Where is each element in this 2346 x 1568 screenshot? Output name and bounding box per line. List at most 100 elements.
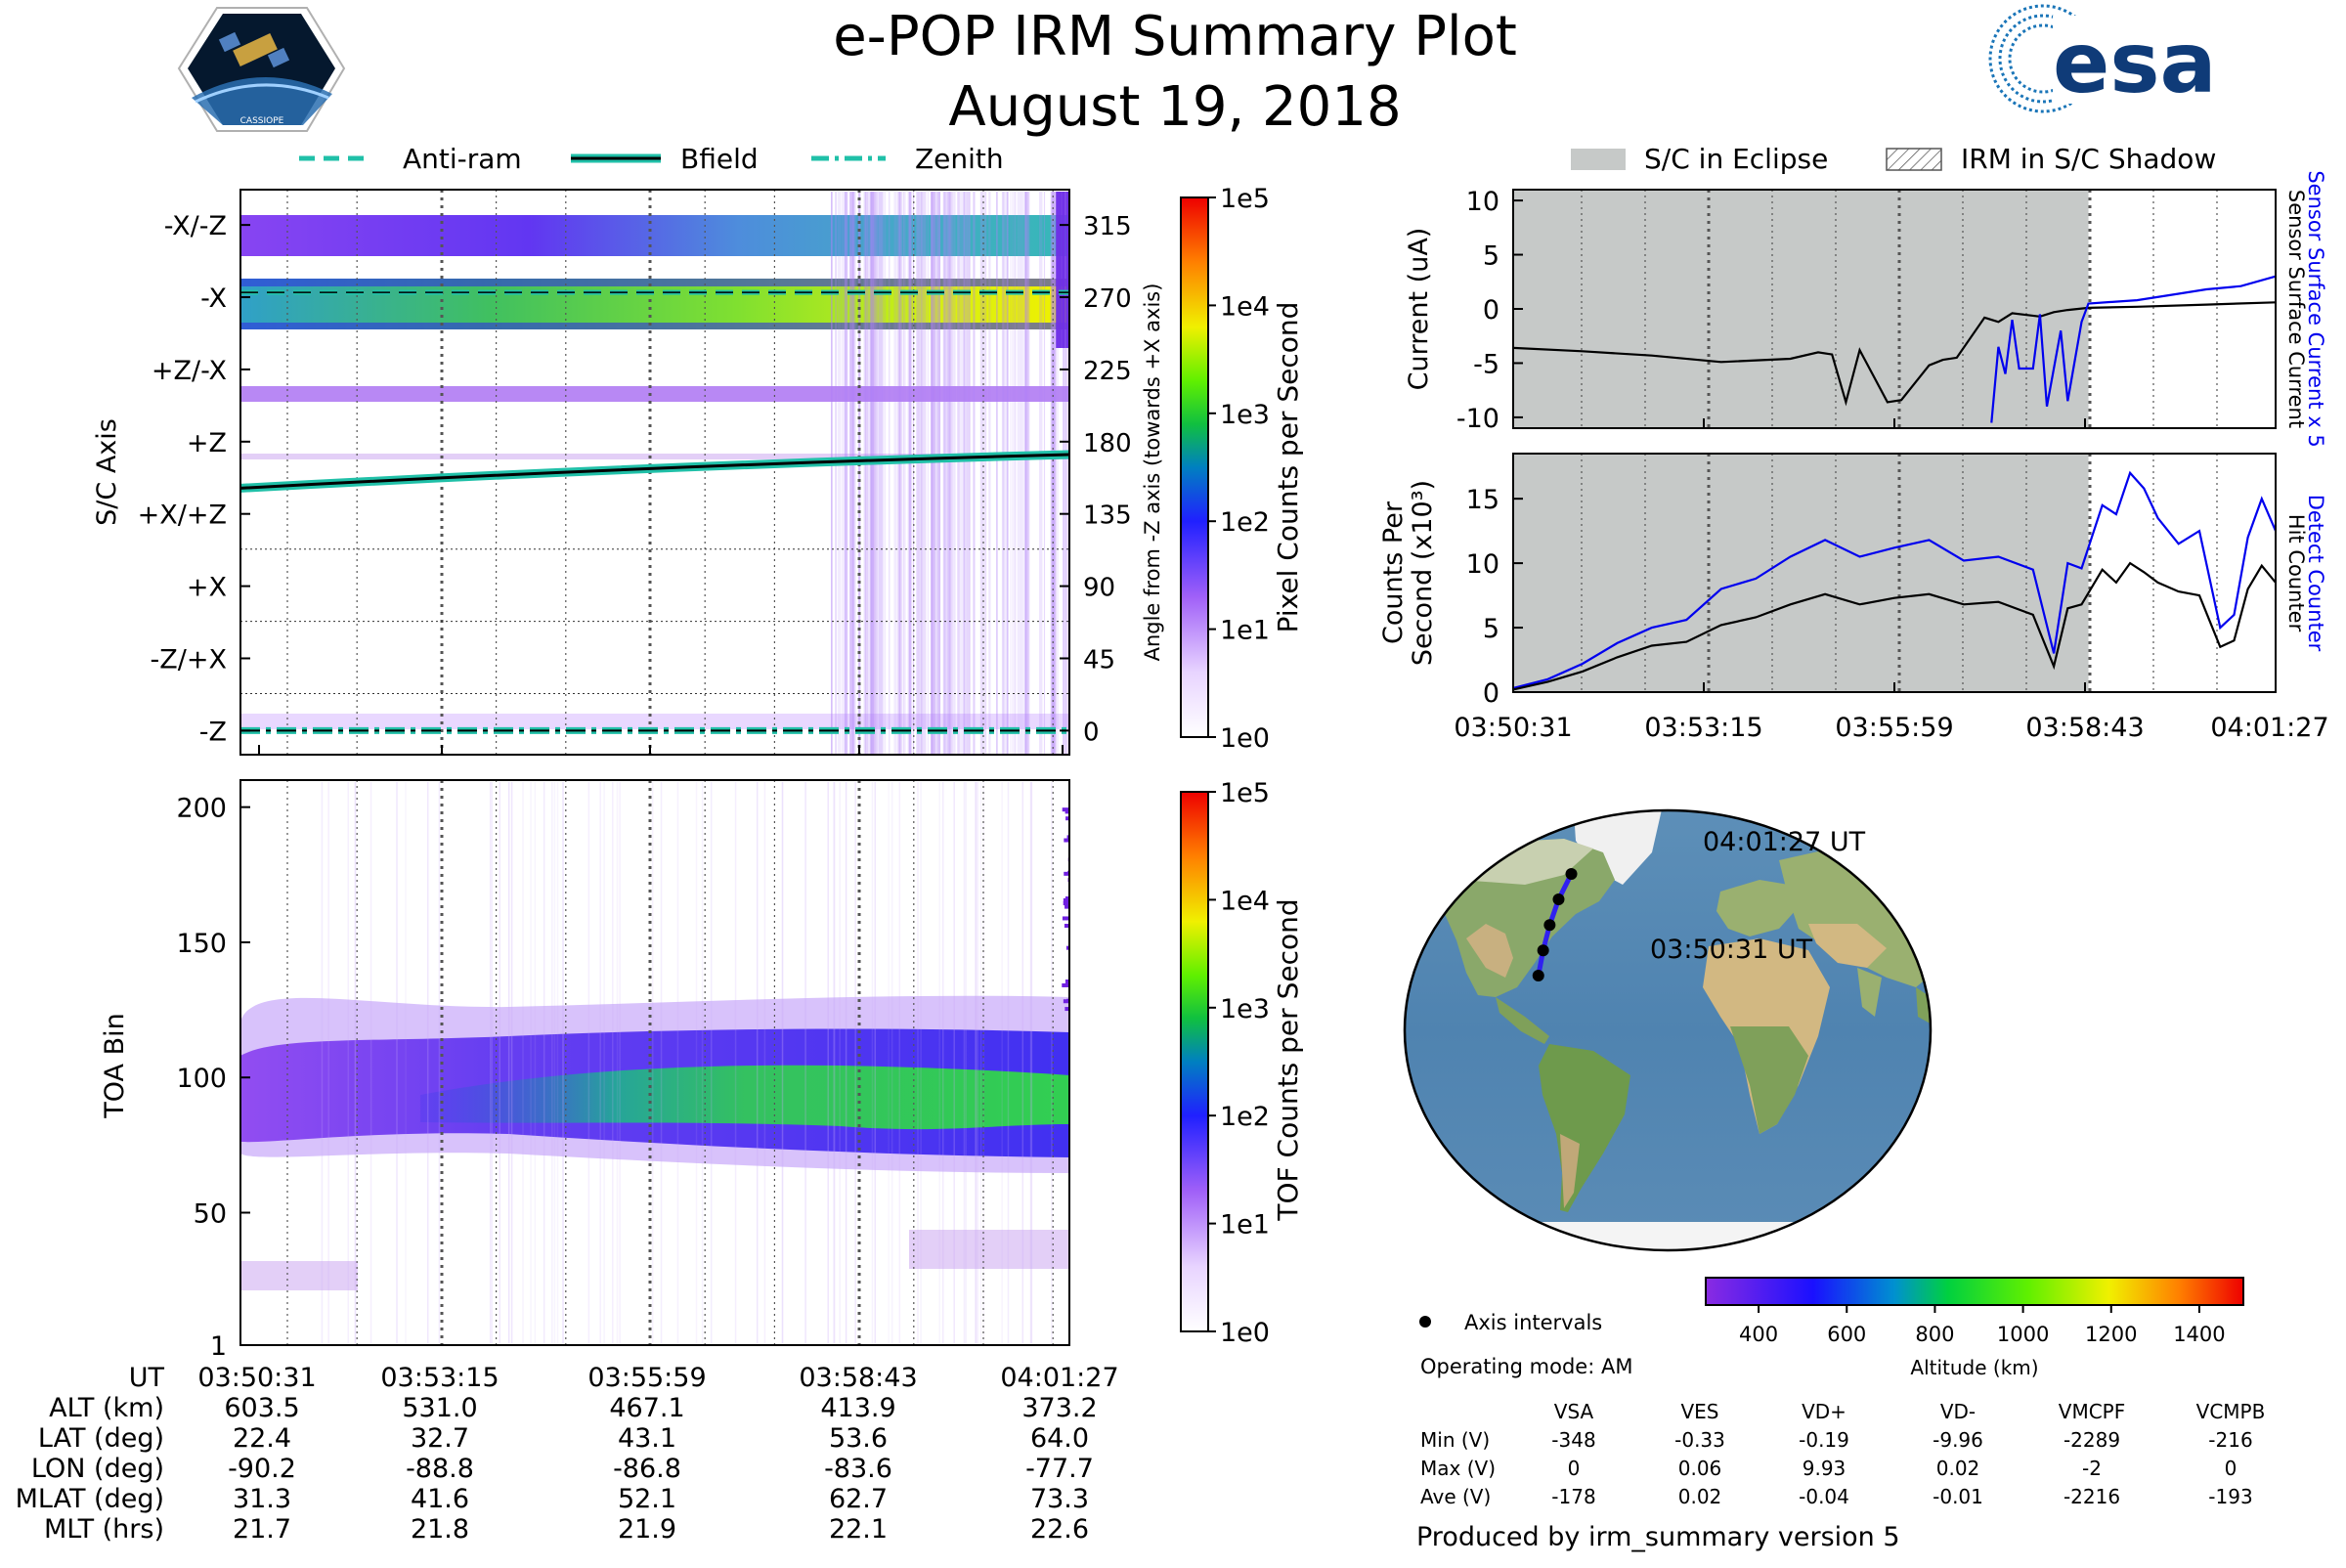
voltage-cell: -0.04 bbox=[1799, 1485, 1849, 1508]
page-date: August 19, 2018 bbox=[948, 75, 1401, 139]
toa-edge-mark bbox=[1062, 982, 1069, 987]
toa-noise-stripe bbox=[963, 782, 966, 1343]
central-america bbox=[1496, 997, 1549, 1044]
angle-right-tick-label: 135 bbox=[1083, 501, 1132, 531]
ephemeris-cell: 531.0 bbox=[402, 1393, 477, 1423]
angle-noise-stripe bbox=[1024, 192, 1026, 754]
y-tick-label: 10 bbox=[1466, 549, 1499, 580]
toa-noise-stripe bbox=[619, 782, 621, 1343]
angle-left-tick-label: -X bbox=[200, 283, 227, 314]
map-start-label: 04:01:27 UT bbox=[1703, 827, 1866, 857]
toa-noise-stripe bbox=[599, 782, 601, 1343]
angle-noise-stripe bbox=[968, 192, 971, 754]
counts-x-labels: 03:50:31 03:53:15 03:55:59 03:58:43 04:01:27 bbox=[1454, 713, 2328, 743]
toa-noise-stripe bbox=[827, 782, 829, 1343]
toa-ylabel: TOA Bin bbox=[100, 1013, 130, 1118]
angle-noise-stripe bbox=[918, 192, 922, 754]
ephemeris-cell: 22.6 bbox=[1030, 1514, 1089, 1545]
toa-colorbar-ticks: 1e5 1e4 1e3 1e2 1e1 1e0 bbox=[1208, 778, 1270, 1348]
toa-edge-mark bbox=[1064, 838, 1069, 843]
map-outline bbox=[1403, 808, 1933, 1252]
altitude-tick-label: 800 bbox=[1915, 1323, 1954, 1346]
angle-noise-stripe bbox=[916, 192, 920, 754]
ephemeris-row-label: MLT (hrs) bbox=[44, 1514, 164, 1545]
y-tick-label: 15 bbox=[1466, 485, 1499, 515]
angle-noise-stripe bbox=[884, 192, 887, 754]
angle-noise-stripe bbox=[996, 192, 998, 754]
ephemeris-cell: -90.2 bbox=[228, 1454, 296, 1484]
altitude-colorbar: 400 600 800 1000 1200 1400 Altitude (km) bbox=[1705, 1277, 2244, 1379]
toa-noise-stripe bbox=[839, 782, 841, 1343]
asia-arid bbox=[1808, 924, 1887, 968]
voltage-cell: 9.93 bbox=[1803, 1457, 1846, 1480]
toa-edge-mark bbox=[1066, 998, 1069, 1003]
legend-eclipse: S/C in Eclipse bbox=[1644, 143, 1828, 175]
ephemeris-cell: -83.6 bbox=[824, 1454, 892, 1484]
angle-noise-stripe bbox=[852, 192, 855, 754]
north-america-desert bbox=[1466, 924, 1513, 978]
angle-noise-stripe bbox=[931, 192, 934, 754]
ephemeris-cell: 03:53:15 bbox=[380, 1363, 499, 1393]
y-tick-label: -10 bbox=[1456, 404, 1499, 434]
band-x-minus-z bbox=[240, 215, 1069, 256]
angle-noise-stripe bbox=[963, 192, 966, 754]
toa-ticks: 200 150 100 50 1 bbox=[176, 794, 250, 1362]
left-legend: Anti-ram Bfield Zenith bbox=[299, 143, 1004, 175]
angle-edge-stripe bbox=[1063, 192, 1065, 348]
angle-grid bbox=[240, 190, 1069, 755]
angle-colorbar-ticks: 1e5 1e4 1e3 1e2 1e1 1e0 bbox=[1208, 184, 1270, 754]
toa-noise-stripe bbox=[556, 782, 559, 1343]
angle-right-tick-label: 270 bbox=[1083, 284, 1132, 314]
toa-noise-stripe bbox=[1051, 782, 1053, 1343]
counts-lines bbox=[1512, 470, 2278, 691]
y-tick-label: 5 bbox=[1483, 614, 1499, 644]
toa-noise-stripe bbox=[491, 782, 494, 1343]
band-plus-z bbox=[240, 454, 1069, 459]
voltage-cell: -9.96 bbox=[1933, 1428, 1983, 1452]
angle-noise-stripe bbox=[904, 192, 906, 754]
angle-noise-stripe bbox=[988, 192, 991, 754]
axis-interval-marker bbox=[1419, 1316, 1431, 1328]
toa-noise-stripe bbox=[522, 782, 524, 1343]
angle-edge-stripe bbox=[1059, 192, 1062, 348]
ephemeris-cell: 04:01:27 bbox=[1000, 1363, 1118, 1393]
current-grid bbox=[1581, 190, 2218, 428]
track-marker bbox=[1543, 919, 1556, 932]
angle-frame bbox=[239, 189, 1070, 756]
angle-noise-stripe bbox=[1003, 192, 1006, 754]
angle-noise-stripe bbox=[920, 192, 924, 754]
toa-noise-stripe bbox=[953, 782, 955, 1343]
angle-noise-stripe bbox=[872, 192, 876, 754]
y-tick-label: -5 bbox=[1473, 349, 1499, 379]
current-right-label-blue: Sensor Surface Current x 5 bbox=[2304, 170, 2327, 447]
angle-right-tick-label: 45 bbox=[1083, 645, 1115, 675]
toa-noise-stripe bbox=[651, 782, 654, 1343]
ephemeris-cell: 21.7 bbox=[233, 1514, 291, 1545]
angle-right-tick-label: 315 bbox=[1083, 212, 1132, 241]
angle-noise-stripe bbox=[867, 192, 870, 754]
altitude-colorbar-ticks: 400 600 800 1000 1200 1400 bbox=[1739, 1305, 2226, 1346]
angle-noise-stripe bbox=[964, 192, 969, 754]
angle-noise-stripe bbox=[931, 192, 935, 754]
se-asia bbox=[1916, 987, 1931, 1026]
voltage-row-label: Ave (V) bbox=[1420, 1485, 1491, 1508]
ephemeris-cell: 31.3 bbox=[233, 1484, 291, 1514]
angle-right-ticks: 315 270 225 180 135 90 45 0 bbox=[1060, 212, 1132, 747]
angle-noise-stripe bbox=[874, 192, 878, 754]
angle-noise-stripe bbox=[831, 192, 833, 754]
angle-noise-stripe bbox=[882, 192, 885, 754]
voltage-cell: -178 bbox=[1551, 1485, 1595, 1508]
angle-noise-stripe bbox=[851, 192, 855, 754]
angle-right-tick-label: 90 bbox=[1083, 574, 1115, 603]
toa-noise-stripe bbox=[695, 782, 698, 1343]
toa-y-tick-label: 150 bbox=[176, 929, 227, 959]
colorbar-tick-label: 1e1 bbox=[1220, 1210, 1270, 1241]
toa-noise-stripe bbox=[562, 782, 564, 1343]
toa-noise-stripe bbox=[396, 782, 398, 1343]
toa-noise-stripe bbox=[1001, 782, 1003, 1343]
time-tick-label: 04:01:27 bbox=[2210, 713, 2328, 743]
altitude-tick-label: 600 bbox=[1827, 1323, 1866, 1346]
toa-noise-stripe bbox=[321, 782, 324, 1343]
legend-bfield: Bfield bbox=[680, 143, 759, 175]
